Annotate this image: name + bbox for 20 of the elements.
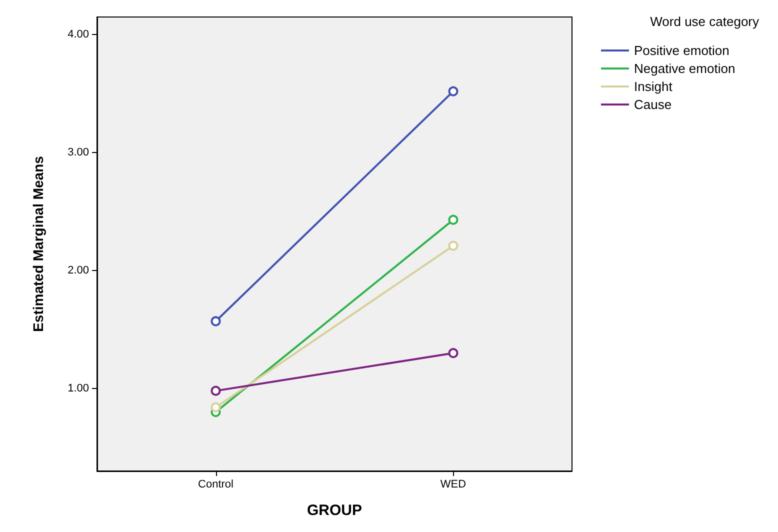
y-tick-label: 1.00 [68, 382, 89, 394]
legend-label: Negative emotion [634, 61, 736, 76]
y-axis-title: Estimated Marginal Means [30, 156, 46, 332]
y-tick-label: 3.00 [68, 146, 89, 159]
point [448, 214, 458, 225]
legend-label: Positive emotion [634, 43, 730, 58]
point [448, 348, 458, 358]
x-axis-title: GROUP [306, 502, 362, 519]
point [448, 240, 458, 251]
y-tick-label: 4.00 [68, 28, 89, 41]
point [210, 386, 221, 396]
point [210, 402, 221, 412]
legend-label: Cause [634, 97, 672, 112]
legend-title: Word use category [650, 14, 760, 29]
y-tick-label: 2.00 [68, 264, 89, 277]
point [448, 86, 458, 96]
point [210, 316, 221, 326]
x-tick-label: WED [440, 478, 466, 490]
legend-label: Insight [634, 79, 673, 94]
x-tick-label: Control [198, 478, 234, 490]
